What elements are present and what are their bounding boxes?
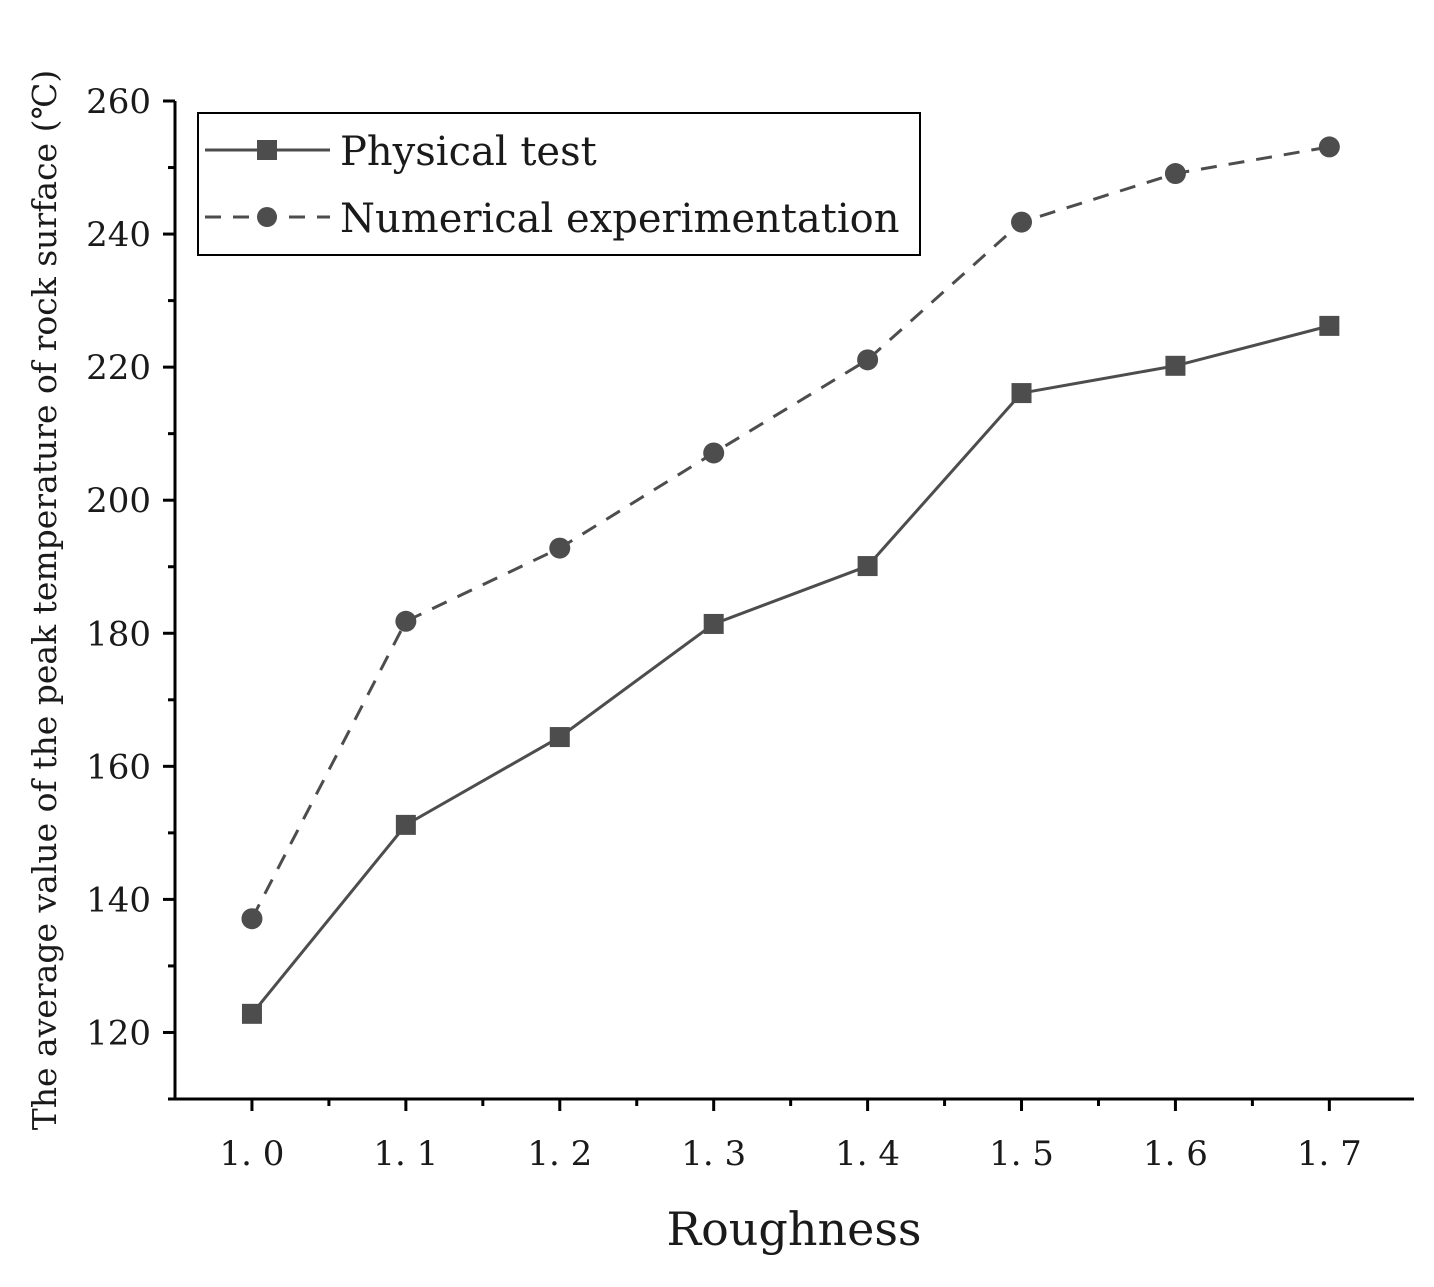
x-tick-label: 1. 7 <box>1297 1134 1362 1174</box>
data-point-physical-test <box>549 727 570 748</box>
x-tick-label: 1. 5 <box>989 1134 1054 1174</box>
x-tick-label: 1. 0 <box>220 1134 285 1174</box>
data-point-physical-test <box>703 613 724 634</box>
data-point-physical-test <box>857 556 878 577</box>
data-point-physical-test <box>1319 315 1340 336</box>
data-point-numerical-experimentation <box>395 610 417 632</box>
x-tick-label: 1. 6 <box>1143 1134 1208 1174</box>
y-tick-label: 200 <box>86 481 151 521</box>
data-point-numerical-experimentation <box>1318 136 1340 158</box>
data-point-physical-test <box>395 814 416 835</box>
x-tick-label: 1. 1 <box>373 1134 438 1174</box>
data-point-numerical-experimentation <box>703 442 725 464</box>
y-tick-label: 260 <box>86 82 151 122</box>
legend-label-numerical-experimentation: Numerical experimentation <box>340 196 899 242</box>
series-line-physical-test <box>250 324 1330 1015</box>
y-tick-label: 120 <box>86 1013 151 1053</box>
data-point-numerical-experimentation <box>241 908 263 930</box>
y-axis-title: The average value of the peak temperatur… <box>25 70 64 1130</box>
legend-label-physical-test: Physical test <box>340 129 597 175</box>
data-point-physical-test <box>241 1003 262 1024</box>
x-tick-label: 1. 2 <box>527 1134 592 1174</box>
y-tick-label: 140 <box>86 880 151 920</box>
legend-box <box>197 112 921 256</box>
legend: Physical test Numerical experimentation <box>197 112 921 256</box>
data-point-physical-test <box>1011 383 1032 404</box>
series-line-numerical-experimentation <box>250 145 1330 920</box>
data-point-numerical-experimentation <box>549 537 571 559</box>
y-tick-label: 180 <box>86 614 151 654</box>
y-axis-ticks: 120 140 160 180 200 220 240 260 <box>86 82 175 1101</box>
data-point-physical-test <box>1165 355 1186 376</box>
x-axis-title: Roughness <box>666 1202 921 1256</box>
y-tick-label: 220 <box>86 348 151 388</box>
legend-marker-square <box>257 140 277 160</box>
y-tick-label: 160 <box>86 747 151 787</box>
data-point-numerical-experimentation <box>1011 211 1033 233</box>
series-layer <box>241 136 1340 1024</box>
x-axis-ticks: 1. 0 1. 1 1. 2 1. 3 1. 4 1. 5 1. 6 1. 7 <box>220 1099 1362 1174</box>
y-tick-label: 240 <box>86 215 151 255</box>
x-tick-label: 1. 3 <box>681 1134 746 1174</box>
legend-marker-circle <box>257 207 277 227</box>
x-tick-label: 1. 4 <box>835 1134 900 1174</box>
data-point-numerical-experimentation <box>857 349 879 371</box>
data-point-numerical-experimentation <box>1164 163 1186 185</box>
